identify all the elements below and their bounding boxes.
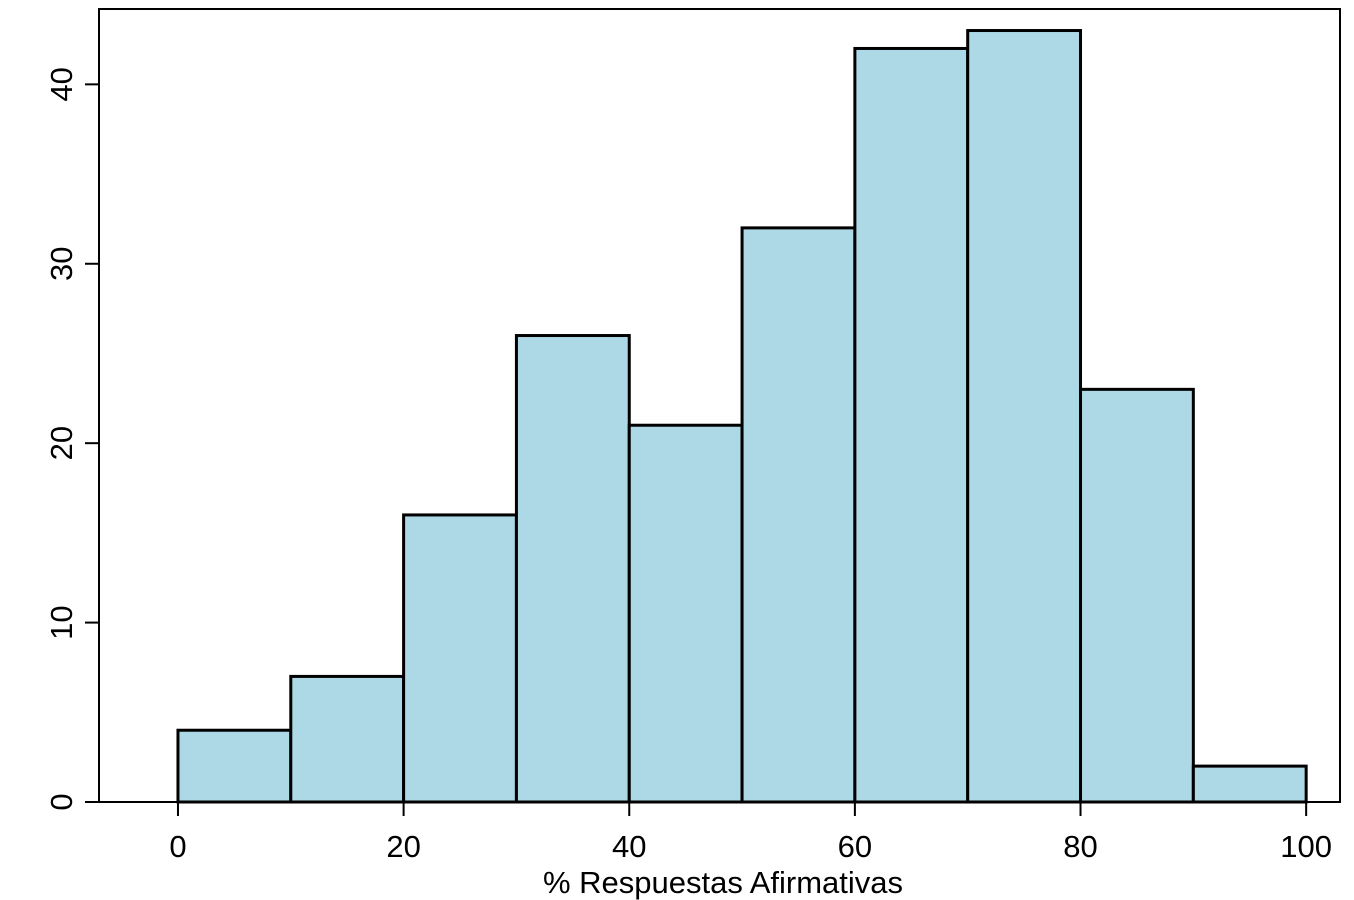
- y-tick-label: 10: [44, 605, 79, 639]
- histogram-bar: [1191, 764, 1308, 804]
- x-tick-label: 20: [386, 829, 420, 864]
- y-axis: 0 10 20 30 40: [44, 67, 100, 811]
- x-axis-label: % Respuestas Afirmativas: [543, 865, 903, 900]
- histogram-bar: [176, 728, 293, 804]
- histogram-bar: [1079, 387, 1195, 804]
- histogram-bar: [853, 46, 970, 804]
- histogram-bar: [740, 226, 857, 804]
- histogram-bar: [627, 423, 744, 804]
- x-axis: 0 20 40 60 80 100: [169, 801, 1332, 864]
- y-tick-label: 0: [44, 793, 79, 810]
- histogram-bar: [514, 334, 631, 804]
- histogram-bar: [289, 674, 406, 804]
- histogram-bar: [966, 29, 1083, 804]
- y-tick-label: 30: [44, 247, 79, 281]
- histogram-bar: [402, 513, 518, 804]
- x-tick-label: 0: [169, 829, 186, 864]
- x-tick-label: 40: [612, 829, 646, 864]
- x-tick-label: 60: [838, 829, 872, 864]
- y-tick-label: 20: [44, 426, 79, 460]
- x-tick-label: 80: [1063, 829, 1097, 864]
- histogram-bars: [176, 29, 1308, 804]
- x-tick-label: 100: [1280, 829, 1332, 864]
- y-tick-label: 40: [44, 67, 79, 101]
